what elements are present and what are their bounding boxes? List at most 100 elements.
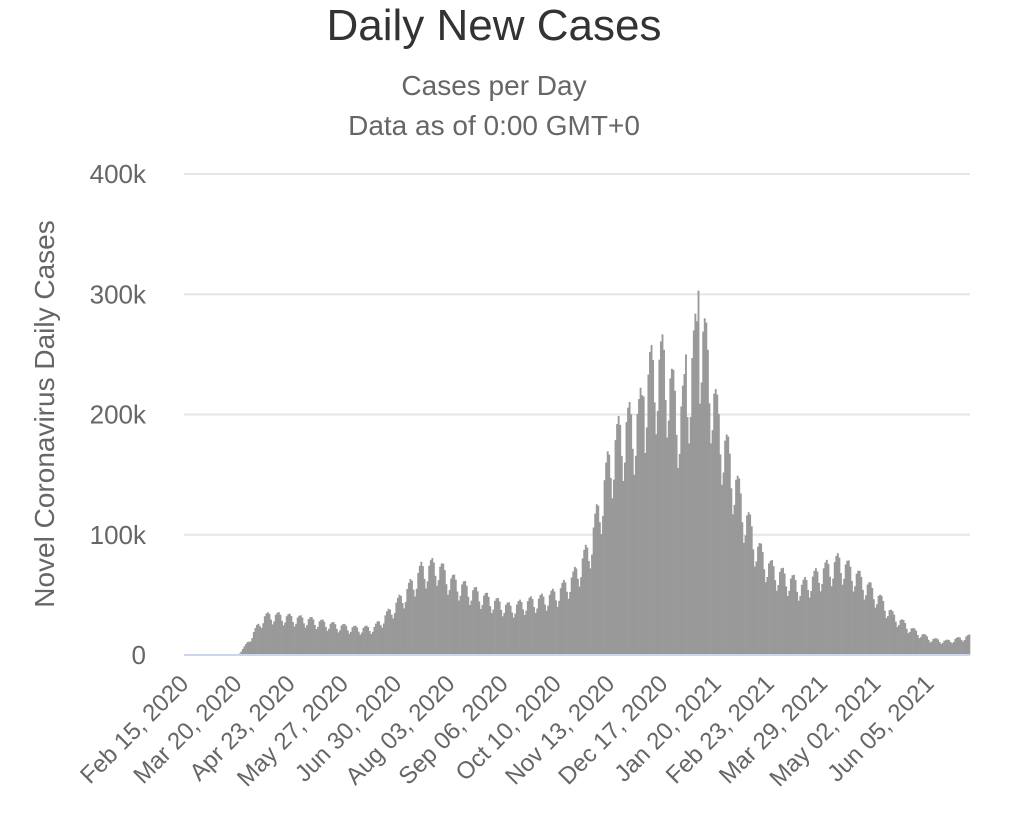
bar	[697, 290, 700, 655]
bar	[303, 623, 305, 655]
bar	[252, 632, 255, 655]
y-tick-label: 200k	[90, 400, 147, 430]
bar	[951, 643, 954, 655]
bar	[913, 628, 916, 655]
bar	[525, 610, 528, 655]
bar	[627, 407, 629, 655]
bar	[666, 437, 669, 655]
bar	[266, 612, 269, 655]
bar	[641, 395, 644, 655]
bar	[829, 576, 831, 655]
bar	[407, 582, 410, 655]
bar	[301, 617, 304, 655]
y-axis-ticks: 0 100k 200k 300k 400k	[90, 159, 147, 670]
bar	[838, 557, 841, 655]
bar	[836, 553, 839, 655]
bar	[335, 628, 338, 655]
bar	[265, 613, 268, 655]
chart-subtitle-date: Data as of 0:00 GMT+0	[348, 110, 640, 141]
bar	[788, 590, 791, 655]
bar	[688, 443, 691, 655]
bar	[451, 575, 454, 655]
bar	[775, 590, 778, 655]
bar	[639, 387, 642, 655]
bar	[663, 349, 665, 655]
bar	[331, 622, 334, 655]
bar	[614, 440, 617, 655]
bar	[780, 568, 783, 655]
bar	[429, 560, 432, 655]
bar	[337, 632, 340, 655]
bar	[735, 479, 738, 655]
bar	[656, 411, 659, 655]
bar	[821, 584, 824, 655]
bar	[868, 582, 871, 655]
bar	[404, 602, 407, 655]
bar	[652, 359, 655, 655]
bar	[442, 563, 445, 655]
bar	[523, 614, 526, 655]
bar	[863, 599, 866, 655]
bar	[423, 578, 426, 655]
bar	[732, 514, 734, 655]
bar	[241, 648, 244, 655]
bar	[965, 636, 968, 655]
bar	[755, 561, 758, 655]
bar	[456, 591, 459, 655]
bar	[833, 562, 836, 655]
bar	[824, 562, 827, 655]
bar	[343, 623, 346, 655]
bar	[719, 454, 722, 655]
bar	[658, 359, 661, 655]
bar	[789, 578, 792, 655]
bar	[609, 477, 612, 655]
bar	[904, 623, 907, 655]
bar	[691, 358, 694, 655]
bar	[921, 634, 924, 655]
bar	[580, 577, 582, 655]
bar	[420, 561, 423, 655]
bar	[871, 587, 874, 655]
bar	[716, 394, 719, 655]
bar	[486, 592, 489, 655]
bar	[924, 634, 927, 655]
bars-group	[238, 290, 971, 656]
bar	[623, 462, 626, 655]
bar	[675, 434, 678, 655]
bar	[384, 615, 387, 655]
bar	[409, 579, 412, 655]
bar	[708, 403, 711, 655]
bar	[356, 627, 359, 655]
bar	[263, 616, 266, 655]
bar	[401, 603, 404, 655]
bar	[459, 595, 462, 655]
bar	[595, 504, 598, 655]
bar	[392, 618, 395, 655]
y-tick-label: 100k	[90, 520, 147, 550]
bar	[786, 596, 789, 655]
bar	[966, 635, 969, 655]
bar	[757, 546, 759, 655]
bar	[309, 617, 312, 655]
bar	[367, 626, 370, 655]
bar	[941, 642, 944, 655]
bar	[443, 570, 446, 655]
bar	[304, 627, 307, 655]
bar	[885, 618, 888, 655]
bar	[559, 588, 562, 655]
bar	[398, 594, 401, 655]
bar	[872, 599, 875, 655]
bar	[472, 590, 474, 655]
bar	[633, 474, 636, 655]
bar	[887, 616, 889, 655]
bar	[503, 612, 506, 655]
bar	[553, 591, 556, 655]
bar	[766, 576, 769, 655]
bar	[894, 621, 897, 655]
bar	[379, 624, 382, 655]
bar	[659, 341, 662, 655]
bar	[686, 417, 689, 655]
bar	[877, 595, 880, 655]
